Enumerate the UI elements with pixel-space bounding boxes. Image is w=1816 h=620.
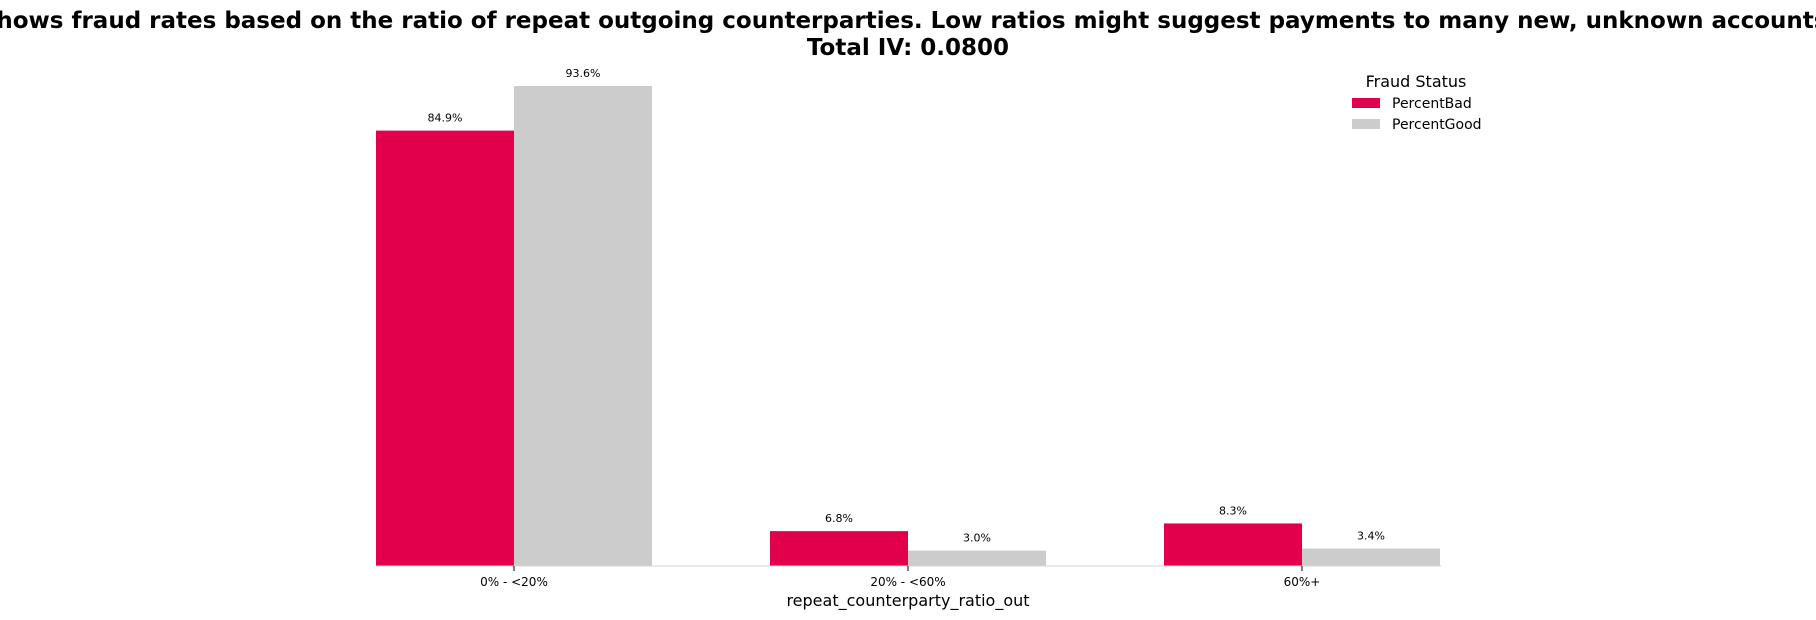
x-ticks-layer: 0% - <20% 20% - <60% 60%+ bbox=[480, 566, 1320, 589]
value-labels-layer: 84.9% 93.6% 6.8% 3.0% 8.3% 3.4% bbox=[428, 67, 1385, 545]
value-label-percentgood-2: 3.4% bbox=[1357, 530, 1385, 543]
bar-percentbad-2 bbox=[1164, 523, 1302, 566]
value-label-percentbad-1: 6.8% bbox=[825, 512, 853, 525]
bar-percentgood-1 bbox=[908, 550, 1046, 566]
x-tick-label-2: 60%+ bbox=[1284, 575, 1321, 589]
value-label-percentbad-2: 8.3% bbox=[1219, 504, 1247, 517]
chart-title: Shows fraud rates based on the ratio of … bbox=[0, 8, 1816, 34]
legend: Fraud Status PercentBad PercentGood bbox=[1352, 72, 1482, 133]
value-label-percentgood-0: 93.6% bbox=[566, 67, 601, 80]
bar-percentgood-2 bbox=[1302, 548, 1440, 566]
chart-subtitle: Total IV: 0.0800 bbox=[807, 35, 1009, 61]
legend-swatch-percentgood bbox=[1352, 119, 1380, 129]
legend-title: Fraud Status bbox=[1366, 72, 1467, 91]
x-tick-label-0: 0% - <20% bbox=[480, 575, 548, 589]
bar-percentbad-1 bbox=[770, 531, 908, 566]
bars-layer bbox=[376, 86, 1440, 566]
legend-label-percentgood: PercentGood bbox=[1392, 117, 1482, 133]
legend-label-percentbad: PercentBad bbox=[1392, 96, 1472, 112]
legend-swatch-percentbad bbox=[1352, 98, 1380, 108]
bar-percentbad-0 bbox=[376, 130, 514, 566]
value-label-percentbad-0: 84.9% bbox=[428, 112, 463, 125]
value-label-percentgood-1: 3.0% bbox=[963, 532, 991, 545]
x-axis-label: repeat_counterparty_ratio_out bbox=[786, 591, 1029, 611]
bar-percentgood-0 bbox=[514, 86, 652, 566]
x-tick-label-1: 20% - <60% bbox=[870, 575, 945, 589]
legend-entries: PercentBad PercentGood bbox=[1352, 96, 1482, 133]
